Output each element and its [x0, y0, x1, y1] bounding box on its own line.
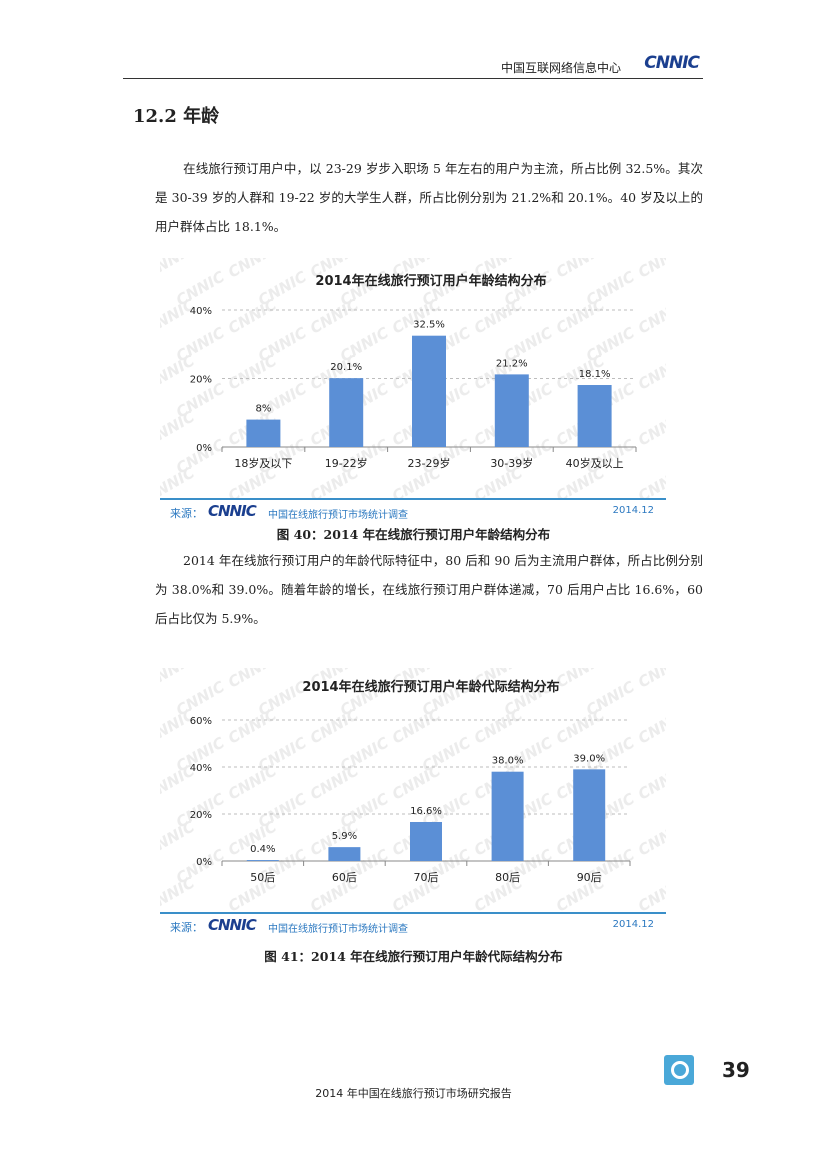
- page-number: 39: [722, 1058, 750, 1082]
- x-tick-label: 19-22岁: [325, 456, 368, 470]
- chart-title: 2014年在线旅行预订用户年龄结构分布: [315, 273, 546, 289]
- paragraph-age: 在线旅行预订用户中，以 23-29 岁步入职场 5 年左右的用户为主流，所占比例…: [155, 154, 703, 241]
- watermark-text: CNNIC: [635, 408, 666, 450]
- watermark-text: CNNIC: [471, 706, 526, 748]
- x-tick-label: 70后: [414, 871, 439, 884]
- source-date: 2014.12: [612, 505, 654, 516]
- watermark-text: CNNIC: [635, 352, 666, 394]
- source-logo: CNNIC: [208, 502, 257, 520]
- source-label: 来源：: [170, 507, 203, 520]
- data-label: 20.1%: [330, 362, 362, 373]
- watermark-text: CNNIC: [225, 296, 280, 338]
- y-tick-label: 0%: [196, 857, 212, 868]
- source-text: 中国在线旅行预订市场统计调查: [268, 924, 408, 935]
- bar: [246, 419, 281, 447]
- chart-age-structure-svg: CNNIC CNNIC CNNIC CNNIC CNNIC CNNIC CNNIC CNNIC…: [160, 258, 666, 498]
- watermark-text: CNNIC: [160, 408, 198, 450]
- bar: [328, 847, 361, 861]
- paragraph-generation: 2014 年在线旅行预订用户的年龄代际特征中，80 后和 90 后为主流用户群体…: [155, 546, 703, 633]
- x-tick-label: 50后: [250, 871, 275, 884]
- search-report-icon: [664, 1055, 694, 1085]
- y-tick-label: 40%: [190, 763, 212, 774]
- data-label: 16.6%: [410, 806, 442, 817]
- paragraph-generation-text: 2014 年在线旅行预订用户的年龄代际特征中，80 后和 90 后为主流用户群体…: [155, 553, 703, 626]
- x-tick-label: 60后: [332, 871, 357, 884]
- bar: [491, 771, 524, 861]
- data-label: 39.0%: [573, 753, 605, 764]
- x-tick-label: 90后: [577, 871, 602, 884]
- y-tick-label: 60%: [190, 716, 212, 727]
- data-label: 5.9%: [332, 831, 357, 842]
- data-label: 32.5%: [413, 320, 445, 331]
- bar: [410, 821, 442, 861]
- watermark-text: CNNIC: [553, 258, 608, 281]
- watermark-text: CNNIC: [389, 762, 444, 804]
- watermark-text: CNNIC: [553, 668, 608, 691]
- watermark-text: CNNIC: [160, 352, 198, 394]
- watermark-text: CNNIC: [553, 706, 608, 748]
- bar: [573, 769, 606, 861]
- bar: [577, 385, 612, 447]
- watermark-text: CNNIC: [307, 762, 362, 804]
- watermark-text: CNNIC: [160, 258, 198, 281]
- x-tick-label: 40岁及以上: [566, 456, 624, 470]
- source-text: 中国在线旅行预订市场统计调查: [268, 510, 408, 521]
- data-label: 38.0%: [492, 756, 524, 767]
- source-logo: CNNIC: [208, 916, 257, 934]
- y-tick-label: 20%: [190, 375, 212, 386]
- watermark-text: CNNIC: [225, 706, 280, 748]
- page-footer: 2014 年中国在线旅行预订市场研究报告: [315, 1087, 512, 1100]
- chart-age-structure: CNNIC CNNIC CNNIC CNNIC CNNIC CNNIC CNNIC CNNIC…: [160, 258, 666, 521]
- page-header: 中国互联网络信息中心 CNNIC: [123, 52, 703, 79]
- watermark-text: CNNIC: [471, 296, 526, 338]
- watermark-text: CNNIC: [307, 296, 362, 338]
- watermark-text: CNNIC: [635, 258, 666, 281]
- watermark-text: CNNIC: [635, 874, 666, 912]
- data-label: 21.2%: [496, 358, 528, 369]
- watermark-text: CNNIC: [225, 352, 280, 394]
- paragraph-age-text: 在线旅行预订用户中，以 23-29 岁步入职场 5 年左右的用户为主流，所占比例…: [155, 161, 703, 234]
- watermark-text: CNNIC: [635, 762, 666, 804]
- watermark-text: CNNIC: [635, 818, 666, 860]
- watermark-text: CNNIC: [225, 762, 280, 804]
- figure-40-caption: 图 40：2014 年在线旅行预订用户年龄结构分布: [276, 527, 551, 542]
- chart-generation-structure: CNNIC CNNIC CNNIC CNNIC CNNIC CNNIC CNNIC CNNIC…: [160, 668, 666, 935]
- watermark-text: CNNIC: [307, 706, 362, 748]
- x-tick-label: 18岁及以下: [234, 456, 292, 470]
- data-label: 8%: [255, 404, 271, 415]
- y-tick-label: 20%: [190, 810, 212, 821]
- watermark-text: CNNIC: [553, 296, 608, 338]
- bar: [412, 335, 446, 447]
- bar: [494, 374, 529, 447]
- watermark-text: CNNIC: [389, 296, 444, 338]
- cnnic-logo: CNNIC: [644, 53, 700, 73]
- watermark-text: CNNIC: [635, 296, 666, 338]
- source-label: 来源：: [170, 921, 203, 934]
- y-tick-label: 0%: [196, 443, 212, 454]
- chart-source-bar: 来源： CNNIC 中国在线旅行预订市场统计调查 2014.12: [160, 498, 666, 524]
- x-tick-label: 30-39岁: [490, 456, 533, 470]
- chart-source-bar: 来源： CNNIC 中国在线旅行预订市场统计调查 2014.12: [160, 912, 666, 938]
- data-label: 18.1%: [579, 369, 611, 380]
- watermark-text: CNNIC: [160, 818, 198, 860]
- bar: [246, 860, 279, 861]
- section-title: 12.2 年龄: [133, 106, 220, 127]
- watermark-text: CNNIC: [635, 668, 666, 691]
- figure-41-caption: 图 41：2014 年在线旅行预订用户年龄代际结构分布: [264, 949, 563, 964]
- watermark-text: CNNIC: [635, 464, 666, 498]
- watermark-text: CNNIC: [225, 668, 280, 691]
- chart-title: 2014年在线旅行预订用户年龄代际结构分布: [302, 679, 559, 695]
- source-date: 2014.12: [612, 919, 654, 930]
- x-tick-label: 80后: [495, 871, 520, 884]
- header-org-name: 中国互联网络信息中心: [500, 61, 621, 75]
- x-tick-label: 23-29岁: [408, 456, 451, 470]
- chart-generation-structure-svg: CNNIC CNNIC CNNIC CNNIC CNNIC CNNIC CNNIC CNNIC…: [160, 668, 666, 912]
- watermark-text: CNNIC: [389, 706, 444, 748]
- watermark-text: CNNIC: [160, 668, 198, 691]
- data-label: 0.4%: [250, 844, 275, 855]
- watermark-text: CNNIC: [225, 258, 280, 281]
- bar: [329, 378, 364, 447]
- watermark-text: CNNIC: [635, 706, 666, 748]
- y-tick-label: 40%: [190, 306, 212, 317]
